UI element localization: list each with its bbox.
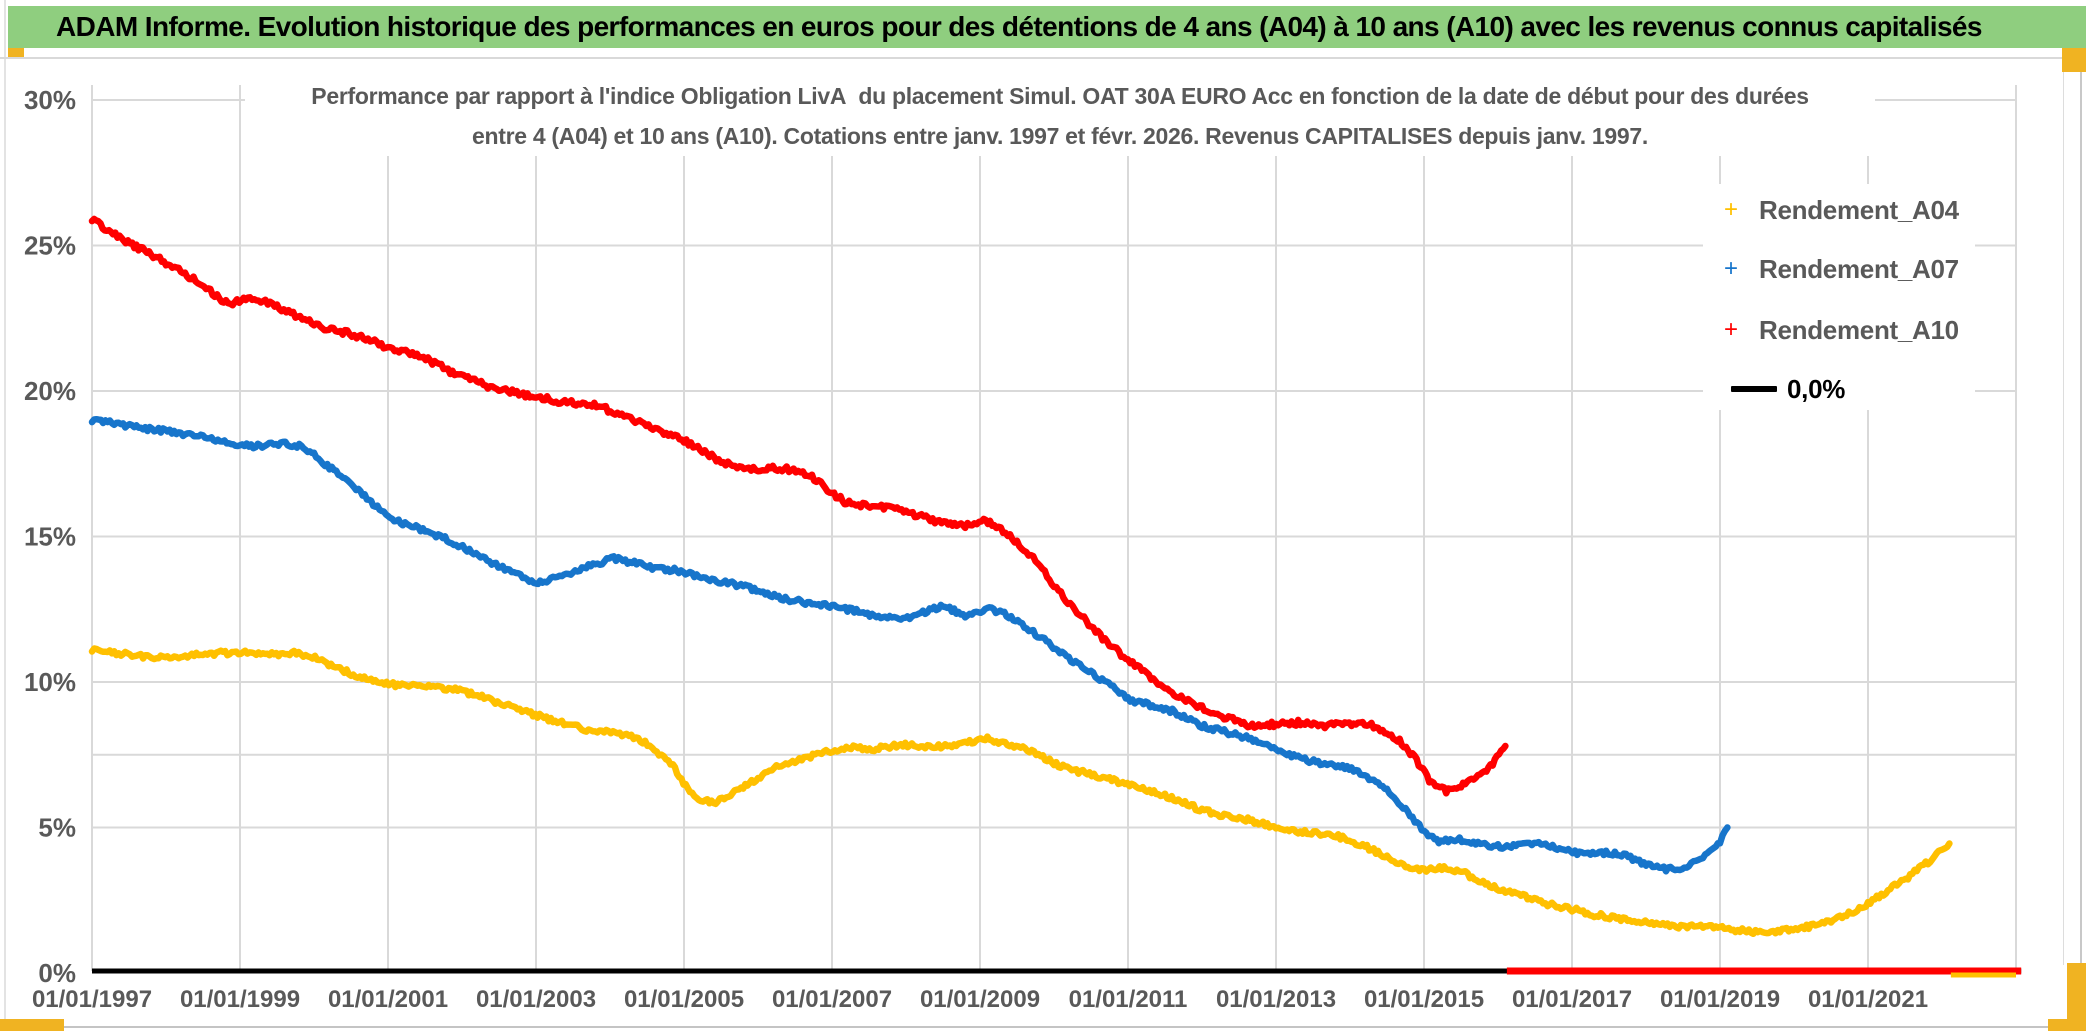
y-tick-label: 0% (38, 958, 76, 988)
header-underline (0, 57, 2086, 59)
x-tick-label: 01/01/2007 (772, 986, 892, 1013)
bottom-window-border (0, 1026, 2086, 1028)
x-tick-label: 01/01/2003 (476, 986, 596, 1013)
x-axis-labels: 01/01/1997 01/01/1999 01/01/2001 01/01/2003… (32, 986, 1928, 1013)
y-tick-label: 10% (24, 667, 76, 697)
chart-right-border (2063, 72, 2064, 965)
gold-accent-right-scrollbar[interactable] (2067, 963, 2086, 1031)
series-line-Rendement_A10[interactable] (88, 215, 1509, 797)
x-tick-label: 01/01/1997 (32, 986, 152, 1013)
x-tick-label: 01/01/2017 (1512, 986, 1632, 1013)
x-tick-label: 01/01/2001 (328, 986, 448, 1013)
legend-item-rendement-a07[interactable]: + Rendement_A07 (1703, 253, 1975, 285)
y-tick-label: 30% (24, 85, 76, 115)
legend-item-zero-baseline[interactable]: 0,0% (1703, 373, 1975, 405)
plus-marker-icon: + (1723, 255, 1738, 282)
y-tick-label: 15% (24, 522, 76, 552)
chart-subtitle-line2: entre 4 (A04) et 10 ans (A10). Cotations… (472, 123, 1648, 149)
legend-label: Rendement_A04 (1759, 194, 1959, 225)
chart-legend: + Rendement_A04 + Rendement_A07 + Rendem… (1703, 184, 1975, 410)
x-tick-label: 01/01/2011 (1069, 986, 1188, 1013)
page-title: ADAM Informe. Evolution historique des p… (56, 11, 1982, 42)
plus-marker-icon: + (1723, 316, 1738, 343)
left-window-border (4, 0, 6, 1031)
legend-item-rendement-a10[interactable]: + Rendement_A10 (1703, 314, 1975, 346)
x-tick-label: 01/01/2005 (624, 986, 744, 1013)
series-line-Rendement_A07[interactable] (88, 415, 1731, 875)
x-tick-label: 01/01/1999 (180, 986, 300, 1013)
y-axis-labels: 0% 5% 10% 15% 20% 25% 30% (24, 85, 76, 988)
series-line-Rendement_A04[interactable] (88, 645, 1953, 938)
chart-subtitle-line1: Performance par rapport à l'indice Oblig… (311, 83, 1809, 109)
zero-baseline-lines (92, 967, 2022, 978)
x-tick-label: 01/01/2013 (1216, 986, 1336, 1013)
y-tick-label: 5% (38, 813, 76, 843)
y-tick-label: 20% (24, 376, 76, 406)
legend-label: Rendement_A10 (1759, 314, 1959, 345)
y-tick-label: 25% (24, 231, 76, 261)
x-tick-label: 01/01/2021 (1808, 986, 1928, 1013)
chart-subtitle: Performance par rapport à l'indice Oblig… (245, 76, 1875, 156)
gold-accent-bottom-left[interactable] (0, 1019, 64, 1031)
plus-marker-icon: + (1723, 196, 1738, 223)
x-tick-label: 01/01/2009 (920, 986, 1040, 1013)
gold-accent-top-left (8, 48, 24, 57)
legend-item-rendement-a04[interactable]: + Rendement_A04 (1703, 194, 1975, 226)
title-banner: ADAM Informe. Evolution historique des p… (8, 6, 2086, 48)
gold-accent-bottom-right[interactable] (2048, 1019, 2086, 1031)
legend-label: 0,0% (1787, 373, 1846, 404)
x-tick-label: 01/01/2015 (1364, 986, 1484, 1013)
right-window-border (2080, 58, 2082, 1031)
gold-accent-top-right (2062, 48, 2086, 72)
x-tick-label: 01/01/2019 (1660, 986, 1780, 1013)
line-swatch-icon (1731, 386, 1777, 392)
legend-label: Rendement_A07 (1759, 253, 1959, 284)
